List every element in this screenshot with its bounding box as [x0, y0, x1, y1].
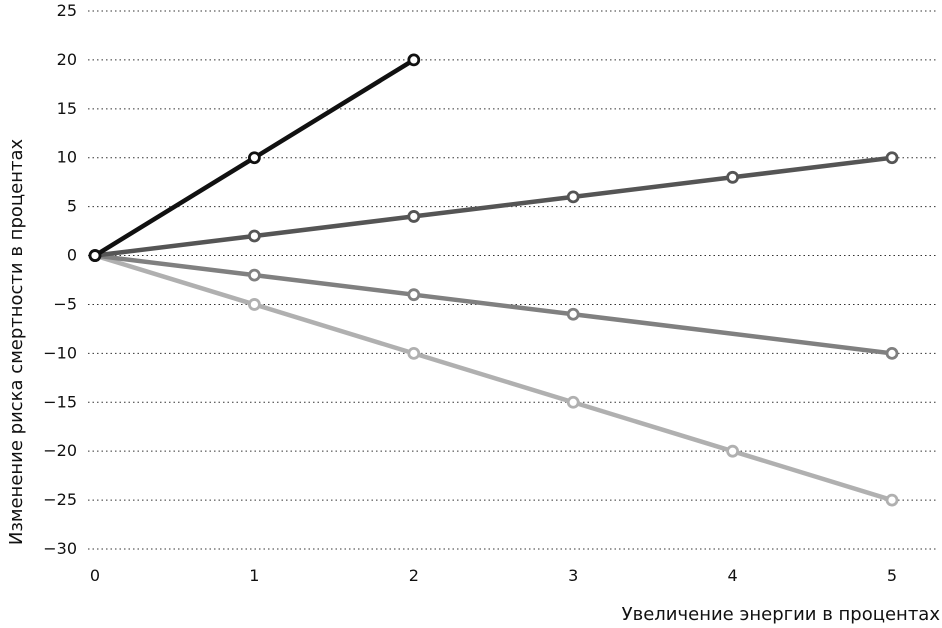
data-point — [885, 151, 899, 165]
y-tick-label: −5 — [53, 294, 77, 313]
series-line — [92, 155, 895, 258]
x-tick-label: 2 — [409, 566, 419, 585]
y-tick-label: −25 — [43, 490, 77, 509]
data-point — [566, 307, 580, 321]
y-axis-label: Изменение риска смертности в процентах — [6, 139, 27, 546]
x-tick-label: 3 — [568, 566, 578, 585]
data-point — [885, 346, 899, 360]
series-4 — [88, 249, 899, 507]
data-point — [566, 395, 580, 409]
series-line — [92, 253, 895, 503]
series-1 — [88, 53, 421, 262]
data-point — [407, 210, 421, 223]
x-tick-label: 4 — [728, 566, 738, 585]
x-tick-label: 1 — [249, 566, 259, 585]
data-point — [247, 268, 261, 282]
data-point — [566, 190, 580, 204]
grid-lines — [88, 10, 938, 550]
data-point — [885, 493, 899, 507]
data-point — [407, 346, 421, 360]
x-tick-label: 0 — [90, 566, 100, 585]
y-tick-label: −15 — [43, 392, 77, 411]
x-axis-label: Увеличение энергии в процентах — [622, 604, 941, 625]
x-tick-label: 5 — [887, 566, 897, 585]
data-point — [726, 170, 739, 184]
data-point — [726, 444, 739, 458]
x-axis-ticks: 0 1 2 3 4 5 — [90, 566, 897, 585]
y-tick-label: −30 — [43, 539, 77, 558]
y-axis-ticks: 25 20 15 10 5 0 −5 −10 −15 −20 −25 −30 — [43, 1, 77, 558]
y-tick-label: 10 — [57, 148, 77, 167]
y-tick-label: 25 — [57, 1, 77, 20]
y-tick-label: 20 — [57, 50, 77, 69]
y-tick-label: 5 — [67, 197, 77, 216]
series-2 — [88, 151, 899, 262]
y-tick-label: 15 — [57, 99, 77, 118]
data-point — [88, 249, 102, 262]
y-tick-label: −10 — [43, 343, 77, 362]
y-tick-label: 0 — [67, 246, 77, 265]
data-point — [247, 229, 261, 243]
series-3 — [88, 249, 899, 360]
data-point — [247, 298, 261, 311]
series-lines — [88, 53, 899, 507]
data-point — [247, 151, 261, 165]
y-tick-label: −20 — [43, 441, 77, 460]
data-point — [407, 288, 421, 302]
data-point — [407, 53, 421, 67]
